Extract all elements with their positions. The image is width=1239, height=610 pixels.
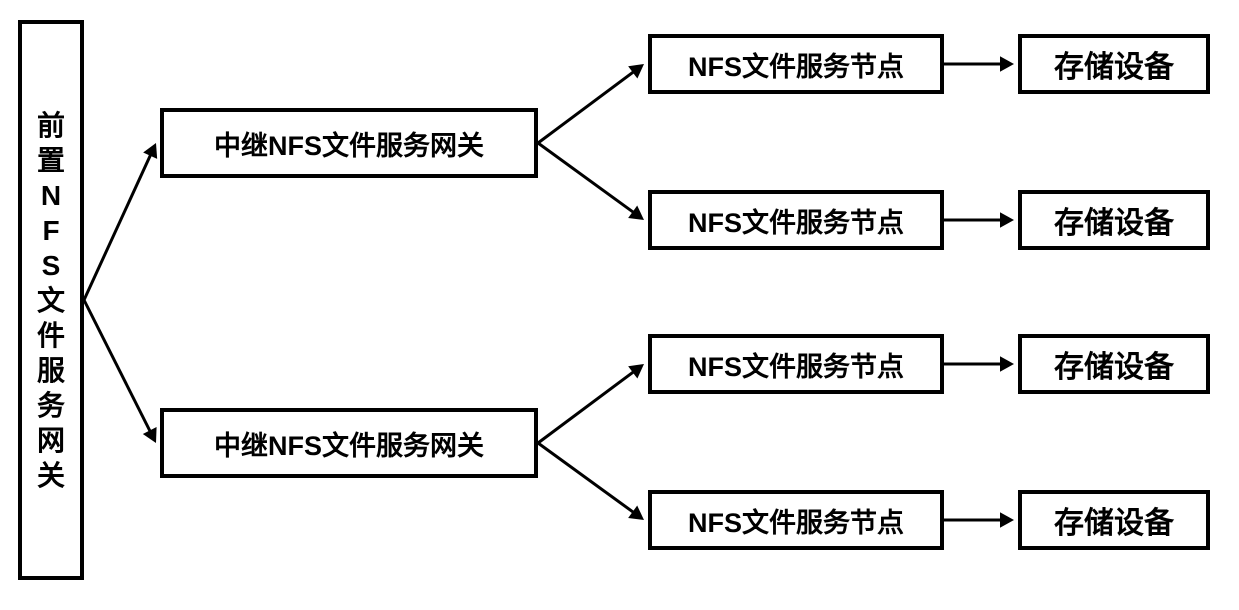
- nfs-service-node: NFS文件服务节点: [648, 490, 944, 550]
- storage-device-label: 存储设备: [1054, 198, 1174, 242]
- front-nfs-gateway-char: 前: [37, 108, 65, 143]
- front-nfs-gateway-char: N: [41, 178, 61, 213]
- relay-nfs-gateway: 中继NFS文件服务网关: [160, 108, 538, 178]
- front-nfs-gateway-char: 件: [37, 318, 65, 353]
- storage-device: 存储设备: [1018, 334, 1210, 394]
- storage-device: 存储设备: [1018, 34, 1210, 94]
- front-nfs-gateway: 前置NFS文件服务网关: [18, 20, 84, 580]
- front-nfs-gateway-char: S: [42, 248, 61, 283]
- storage-device: 存储设备: [1018, 490, 1210, 550]
- relay-nfs-gateway: 中继NFS文件服务网关: [160, 408, 538, 478]
- storage-device: 存储设备: [1018, 190, 1210, 250]
- storage-device-label: 存储设备: [1054, 342, 1174, 386]
- storage-device-label: 存储设备: [1054, 498, 1174, 542]
- front-nfs-gateway-char: F: [42, 213, 59, 248]
- nfs-service-node-label: NFS文件服务节点: [688, 345, 904, 384]
- nfs-service-node-label: NFS文件服务节点: [688, 501, 904, 540]
- front-nfs-gateway-char: 服: [37, 353, 65, 388]
- nfs-service-node: NFS文件服务节点: [648, 190, 944, 250]
- nfs-service-node: NFS文件服务节点: [648, 34, 944, 94]
- front-nfs-gateway-char: 文: [37, 283, 65, 318]
- storage-device-label: 存储设备: [1054, 42, 1174, 86]
- nfs-service-node: NFS文件服务节点: [648, 334, 944, 394]
- relay-nfs-gateway-label: 中继NFS文件服务网关: [214, 424, 484, 463]
- front-nfs-gateway-char: 务: [37, 388, 65, 423]
- nfs-service-node-label: NFS文件服务节点: [688, 201, 904, 240]
- relay-nfs-gateway-label: 中继NFS文件服务网关: [214, 124, 484, 163]
- front-nfs-gateway-char: 网: [37, 423, 65, 458]
- front-nfs-gateway-char: 关: [37, 458, 65, 493]
- nfs-service-node-label: NFS文件服务节点: [688, 45, 904, 84]
- front-nfs-gateway-char: 置: [37, 143, 65, 178]
